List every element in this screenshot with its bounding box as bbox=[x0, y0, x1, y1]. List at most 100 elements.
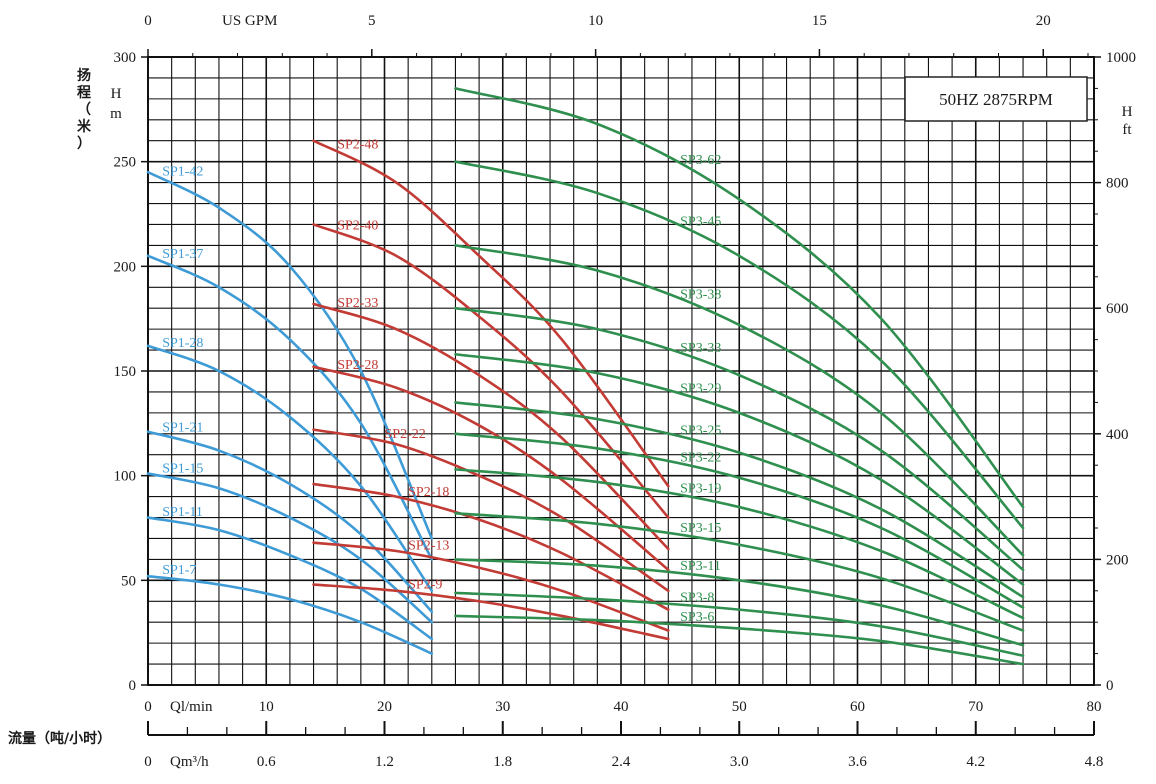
bottom-lmin-tick-label: 20 bbox=[377, 699, 392, 715]
m3h-tick-label: 4.8 bbox=[1085, 754, 1104, 770]
left-axis-cn-char: 米 bbox=[77, 118, 92, 135]
bottom-lmin-tick-label: 10 bbox=[259, 699, 274, 715]
curve-sp3-8 bbox=[454, 591, 1025, 657]
left-axis-cn-char: （ bbox=[77, 102, 91, 118]
curve-sp3-33 bbox=[454, 306, 1025, 572]
curve-labels: SP1-42 SP1-37 SP1-28 SP1-21 SP1-15 SP1-11 SP1-… bbox=[162, 138, 721, 625]
curve-sp1-21 bbox=[146, 430, 434, 614]
m3h-tick-label: 4.2 bbox=[966, 754, 985, 770]
curve-label-sp1-11: SP1-11 bbox=[162, 505, 203, 520]
curve-label-sp3-11: SP3-11 bbox=[680, 559, 721, 574]
curve-sp3-19 bbox=[454, 468, 1025, 620]
left-tick-label: 50 bbox=[121, 573, 136, 589]
curve-sp2-13 bbox=[312, 541, 670, 632]
curve-label-sp2-13: SP2-13 bbox=[408, 538, 449, 553]
curve-label-sp3-38: SP3-38 bbox=[680, 287, 721, 302]
curve-label-sp3-22: SP3-22 bbox=[680, 451, 721, 466]
top-tick-label: 10 bbox=[588, 13, 603, 29]
curve-sp3-6 bbox=[454, 614, 1025, 666]
curve-sp3-45 bbox=[454, 160, 1025, 530]
chart-grid bbox=[147, 56, 1095, 686]
flow-label-cn: 流量（吨/小时） bbox=[8, 730, 111, 747]
bottom-lmin-tick-label: 80 bbox=[1087, 699, 1102, 715]
bottom-lmin-tick-label: 40 bbox=[614, 699, 629, 715]
top-tick-label: 20 bbox=[1036, 13, 1051, 29]
curve-label-sp1-21: SP1-21 bbox=[162, 420, 203, 435]
left-axis-unit: m bbox=[110, 106, 122, 122]
curve-sp1-28 bbox=[146, 344, 434, 593]
curve-sp2-22 bbox=[312, 428, 670, 593]
curve-sp1-42 bbox=[146, 170, 434, 540]
top-tick-label: 15 bbox=[812, 13, 827, 29]
curve-sp2-18 bbox=[312, 482, 670, 611]
curve-sp2-9 bbox=[312, 583, 670, 641]
bottom-axis-m3h-label: Qm³/h bbox=[170, 754, 209, 770]
curve-label-sp3-19: SP3-19 bbox=[680, 482, 721, 497]
curve-label-sp1-37: SP1-37 bbox=[162, 247, 203, 262]
curve-sp3-25 bbox=[454, 401, 1025, 599]
curve-label-sp3-45: SP3-45 bbox=[680, 215, 721, 230]
right-tick-label: 800 bbox=[1106, 176, 1129, 192]
pump-curves bbox=[146, 87, 1025, 666]
curve-sp3-29 bbox=[454, 352, 1025, 586]
left-tick-label: 200 bbox=[114, 259, 137, 275]
curve-label-sp3-33: SP3-33 bbox=[680, 341, 721, 356]
left-axis-unit: H bbox=[111, 86, 122, 102]
top-tick-label: 5 bbox=[368, 13, 376, 29]
right-axis-label: Hft bbox=[1122, 104, 1133, 138]
left-tick-label: 250 bbox=[114, 155, 137, 171]
curve-label-sp3-62: SP3-62 bbox=[680, 153, 721, 168]
right-tick-label: 0 bbox=[1106, 678, 1114, 694]
curve-label-sp2-40: SP2-40 bbox=[337, 218, 378, 233]
m3h-tick-label: 2.4 bbox=[612, 754, 631, 770]
m3h-tick-label: 1.8 bbox=[493, 754, 512, 770]
curve-sp3-62 bbox=[454, 87, 1025, 509]
top-axis-label: US GPM bbox=[222, 13, 277, 29]
legend-box: 50HZ 2875RPM bbox=[904, 76, 1088, 122]
bottom-lmin-tick-label: 70 bbox=[968, 699, 983, 715]
m3h-tick-label: 3.6 bbox=[848, 754, 867, 770]
left-tick-label: 300 bbox=[114, 50, 137, 66]
curve-sp3-11 bbox=[454, 558, 1025, 647]
curve-label-sp2-22: SP2-22 bbox=[385, 427, 426, 442]
left-axis-cn-char: ） bbox=[77, 136, 91, 152]
legend-text: 50HZ 2875RPM bbox=[939, 90, 1053, 109]
curve-sp3-22 bbox=[454, 432, 1025, 609]
right-tick-label: 200 bbox=[1106, 552, 1129, 568]
curve-label-sp3-15: SP3-15 bbox=[680, 521, 721, 536]
left-axis-cn-char: 扬 bbox=[77, 67, 91, 84]
curve-sp2-48 bbox=[312, 139, 670, 488]
curve-label-sp1-42: SP1-42 bbox=[162, 164, 203, 179]
bottom-lmin-tick-label: 50 bbox=[732, 699, 747, 715]
m3h-tick-label: 3.0 bbox=[730, 754, 749, 770]
legend-box-border bbox=[904, 76, 1088, 122]
curve-sp2-40 bbox=[312, 223, 670, 519]
bottom-axis-lmin-label: Ql/min bbox=[170, 699, 213, 715]
bottom-lmin-tick-label: 60 bbox=[850, 699, 865, 715]
curve-sp2-28 bbox=[312, 365, 670, 572]
curve-label-sp1-7: SP1-7 bbox=[162, 563, 196, 578]
right-axis-unit: ft bbox=[1122, 122, 1132, 138]
curve-sp1-37 bbox=[146, 254, 434, 561]
bottom-lmin-tick-label: 0 bbox=[144, 699, 152, 715]
curve-label-sp2-9: SP2-9 bbox=[408, 577, 442, 592]
curve-label-sp1-28: SP1-28 bbox=[162, 336, 203, 351]
left-tick-label: 100 bbox=[114, 469, 137, 485]
curve-label-sp3-29: SP3-29 bbox=[680, 381, 721, 396]
curve-label-sp3-25: SP3-25 bbox=[680, 424, 721, 439]
curve-sp1-11 bbox=[146, 516, 434, 641]
right-tick-label: 1000 bbox=[1106, 50, 1136, 66]
m3h-tick-label: 0 bbox=[144, 754, 152, 770]
curve-sp3-38 bbox=[454, 244, 1025, 557]
curve-label-sp2-33: SP2-33 bbox=[337, 296, 378, 311]
curve-label-sp3-8: SP3-8 bbox=[680, 590, 714, 605]
bottom-lmin-tick-label: 30 bbox=[495, 699, 510, 715]
left-tick-label: 0 bbox=[129, 678, 137, 694]
m3h-tick-label: 1.2 bbox=[375, 754, 394, 770]
curve-label-sp2-28: SP2-28 bbox=[337, 358, 378, 373]
curve-label-sp3-6: SP3-6 bbox=[680, 610, 714, 625]
left-tick-label: 150 bbox=[114, 364, 137, 380]
right-tick-label: 400 bbox=[1106, 427, 1129, 443]
